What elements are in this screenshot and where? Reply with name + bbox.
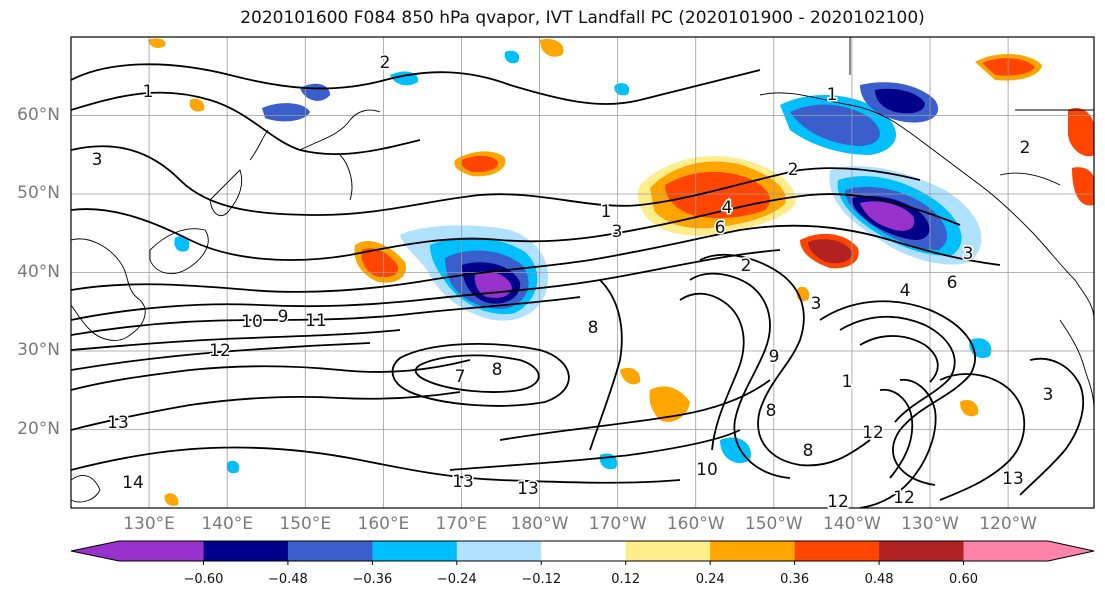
contour-label: 1	[827, 85, 838, 105]
contour-label: 3	[612, 222, 623, 242]
contour-label: 3	[963, 244, 974, 264]
colorbar-swatch	[456, 541, 542, 561]
longitude-label: 180°W	[510, 514, 569, 534]
contour-label: 2	[788, 160, 799, 180]
longitude-label: 170°W	[588, 514, 647, 534]
colorbar-tick-label: −0.12	[521, 572, 562, 587]
colorbar-swatch	[963, 541, 1094, 561]
colorbar-tick-label: −0.48	[267, 572, 308, 587]
contour-label: 6	[947, 273, 958, 293]
contour-label: 8	[766, 401, 777, 421]
colorbar-swatch	[203, 541, 289, 561]
contour-label: 2	[380, 53, 391, 73]
longitude-label: 130°E	[123, 514, 175, 534]
anomaly-positive-scattered	[148, 38, 1094, 506]
contour-label: 13	[107, 413, 129, 433]
contour-label: 11	[305, 311, 327, 331]
longitude-label: 140°W	[823, 514, 881, 534]
longitude-label: 160°E	[357, 514, 410, 534]
contour-label: 12	[893, 488, 915, 508]
graticule	[71, 37, 1094, 508]
contour-label: 14	[122, 473, 144, 493]
colorbar-swatch	[879, 541, 965, 561]
longitude-label: 120°W	[979, 514, 1037, 534]
contour-label: 3	[92, 150, 103, 170]
ivt-contours	[71, 63, 1084, 508]
contour-label: 2	[1020, 138, 1031, 158]
plot-title: 2020101600 F084 850 hPa qvapor, IVT Land…	[240, 8, 925, 28]
colorbar-swatch	[372, 541, 458, 561]
coastlines	[71, 37, 1094, 503]
contour-label: 1	[143, 82, 154, 102]
map-frame	[70, 36, 1095, 509]
colorbar-tick-label: 0.48	[864, 572, 894, 587]
contour-label: 9	[769, 347, 780, 367]
contour-label: 7	[455, 367, 466, 387]
contour-label: 3	[811, 294, 822, 314]
colorbar-swatch	[710, 541, 796, 561]
latitude-label: 20°N	[17, 418, 60, 439]
contour-label: 6	[715, 218, 726, 238]
colorbar-outline	[70, 540, 1095, 562]
contour-label: 8	[588, 318, 599, 338]
contour-label: 1	[601, 202, 612, 222]
colorbar-swatch	[794, 541, 880, 561]
colorbar-tick-label: 0.24	[695, 572, 725, 587]
colorbar	[70, 540, 1095, 565]
longitude-label: 130°W	[901, 514, 959, 534]
contour-label: 9	[278, 307, 289, 327]
contour-label: 4	[722, 198, 733, 218]
contour-label: 10	[241, 312, 263, 332]
contour-label: 13	[1002, 469, 1024, 489]
contour-label: 8	[492, 360, 503, 380]
longitude-label: 170°E	[435, 514, 488, 534]
colorbar-tick-label: 0.60	[949, 572, 978, 587]
longitude-label: 160°W	[666, 514, 725, 534]
contour-label: 2	[741, 256, 752, 276]
contour-label: 3	[1043, 385, 1054, 405]
longitude-label: 140°E	[201, 514, 254, 534]
longitude-label: 150°W	[744, 514, 803, 534]
longitude-label: 150°E	[279, 514, 332, 534]
colorbar-tick-label: −0.60	[183, 572, 224, 587]
contour-label: 8	[803, 441, 814, 461]
colorbar-tick-label: −0.36	[352, 572, 393, 587]
contour-label: 12	[209, 341, 231, 361]
latitude-label: 30°N	[17, 340, 60, 360]
contour-label: 12	[827, 492, 849, 512]
colorbar-swatch	[625, 541, 711, 561]
colorbar-tick-label: 0.36	[780, 572, 810, 587]
anomaly-positive-north-pacific	[637, 156, 859, 269]
contour-label: 10	[696, 460, 718, 480]
colorbar-swatch	[541, 541, 627, 561]
contour-label: 13	[452, 472, 474, 492]
latitude-label: 40°N	[17, 261, 60, 282]
contour-label: 13	[517, 479, 539, 499]
colorbar-swatch	[71, 541, 204, 561]
latitude-label: 50°N	[17, 183, 60, 203]
colorbar-tick-label: −0.24	[436, 572, 477, 587]
latitude-label: 60°N	[17, 104, 60, 125]
colorbar-swatch	[287, 541, 373, 561]
contour-label: 12	[862, 423, 884, 443]
colorbar-tick-label: 0.12	[611, 572, 641, 587]
contour-label: 4	[900, 281, 911, 301]
contour-label: 1	[842, 372, 853, 392]
